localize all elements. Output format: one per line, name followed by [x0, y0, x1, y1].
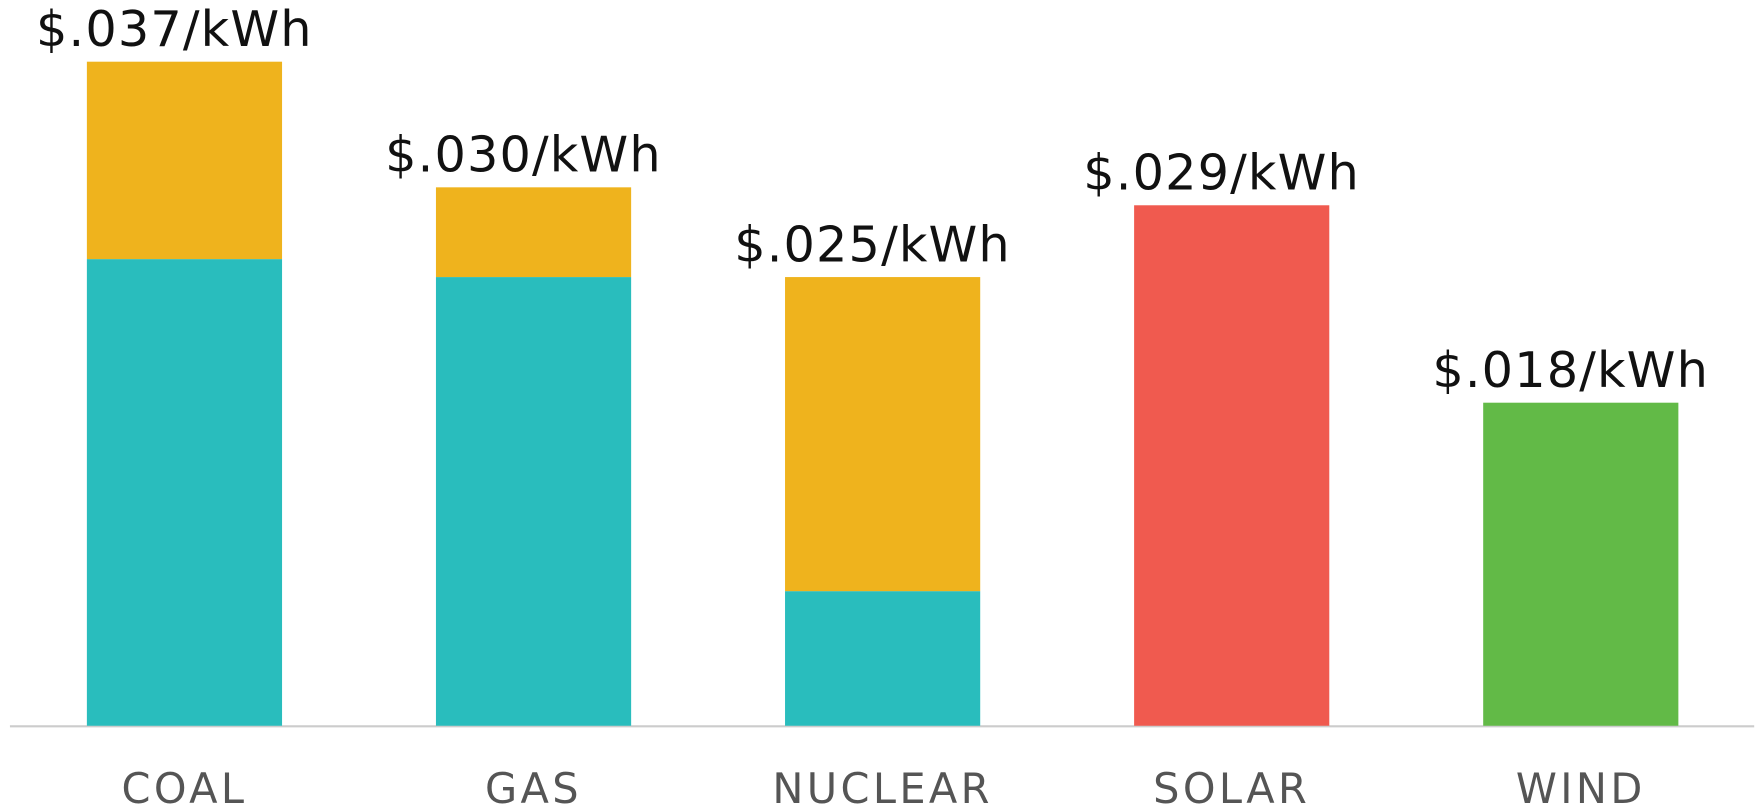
x-tick-label: COAL — [122, 764, 248, 811]
bar-segment — [435, 277, 632, 726]
total-label: $.025/kWh — [734, 215, 1011, 273]
bar-segment — [785, 277, 981, 592]
total-label: $.030/kWh — [385, 126, 662, 184]
x-tick-label: NUCLEAR — [772, 764, 993, 811]
x-tick-label: WIND — [1516, 764, 1646, 811]
total-label: $.018/kWh — [1432, 341, 1709, 399]
bar-segment — [435, 187, 632, 278]
bar-segment — [785, 591, 981, 726]
bar-segment — [1134, 205, 1330, 726]
x-tick-label: GAS — [485, 764, 582, 811]
x-tick-label: SOLAR — [1153, 764, 1310, 811]
bar-segment — [86, 259, 283, 726]
total-label: $.029/kWh — [1083, 144, 1360, 202]
bar-segment — [1483, 402, 1679, 726]
bar-segment — [86, 61, 283, 260]
total-label: $.037/kWh — [36, 0, 313, 58]
